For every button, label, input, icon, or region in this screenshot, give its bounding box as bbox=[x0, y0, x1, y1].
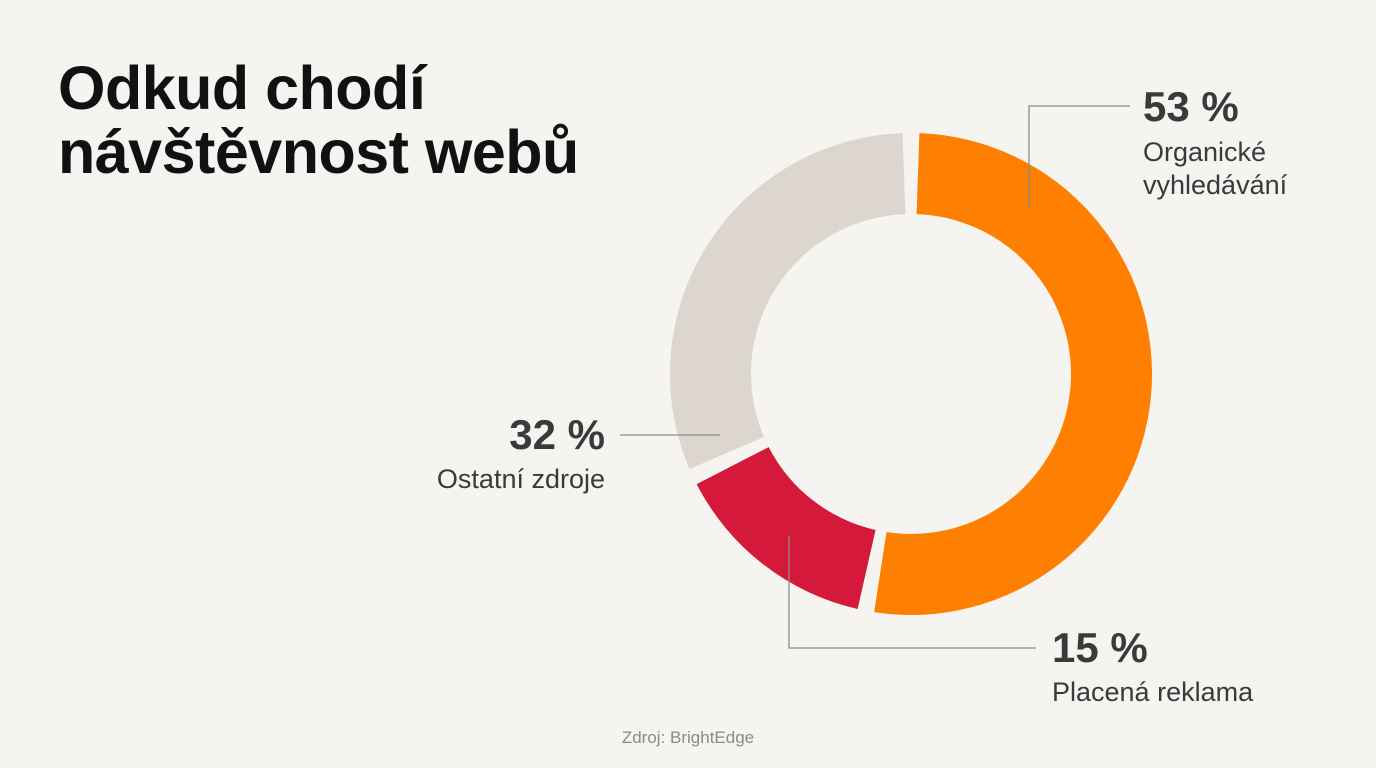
slice-value-organic: 53 % bbox=[1143, 83, 1239, 130]
slice-label-other-line-1: Ostatní zdroje bbox=[436, 464, 605, 494]
slice-label-organic: Organické vyhledávání bbox=[1143, 136, 1287, 202]
source-note: Zdroj: BrightEdge bbox=[621, 728, 755, 747]
slice-label-organic-line-1: Organické bbox=[1143, 137, 1267, 167]
slice-label-organic-line-2: vyhledávání bbox=[1143, 170, 1288, 200]
slice-label-paid: Placená reklama bbox=[1052, 676, 1253, 709]
donut-slice-other bbox=[670, 133, 906, 469]
slice-label-paid-line-1: Placená reklama bbox=[1052, 677, 1254, 707]
leader-line-paid bbox=[788, 536, 1036, 649]
slice-label-other: Ostatní zdroje bbox=[437, 463, 605, 496]
chart-title: Odkud chodí návštěvnost webů bbox=[58, 56, 579, 184]
leader-line-organic bbox=[1028, 105, 1130, 210]
chart-title-line-2: návštěvnost webů bbox=[58, 118, 579, 186]
donut-slice-paid bbox=[696, 447, 876, 610]
slice-value-other: 32 % bbox=[509, 411, 605, 458]
slice-value-paid: 15 % bbox=[1052, 624, 1148, 671]
donut-slice-organic bbox=[874, 133, 1153, 616]
chart-title-line-1: Odkud chodí bbox=[58, 54, 426, 122]
